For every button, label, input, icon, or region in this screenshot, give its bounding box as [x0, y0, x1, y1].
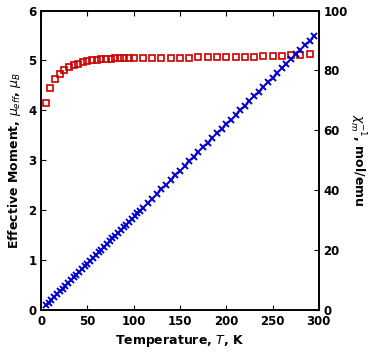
- Y-axis label: $\chi_m^{-1}$, mol/emu: $\chi_m^{-1}$, mol/emu: [347, 114, 367, 207]
- Y-axis label: Effective Moment, $\mu_{eff}$, $\mu_B$: Effective Moment, $\mu_{eff}$, $\mu_B$: [6, 72, 22, 249]
- X-axis label: Temperature, $\mathit{T}$, K: Temperature, $\mathit{T}$, K: [115, 333, 245, 349]
